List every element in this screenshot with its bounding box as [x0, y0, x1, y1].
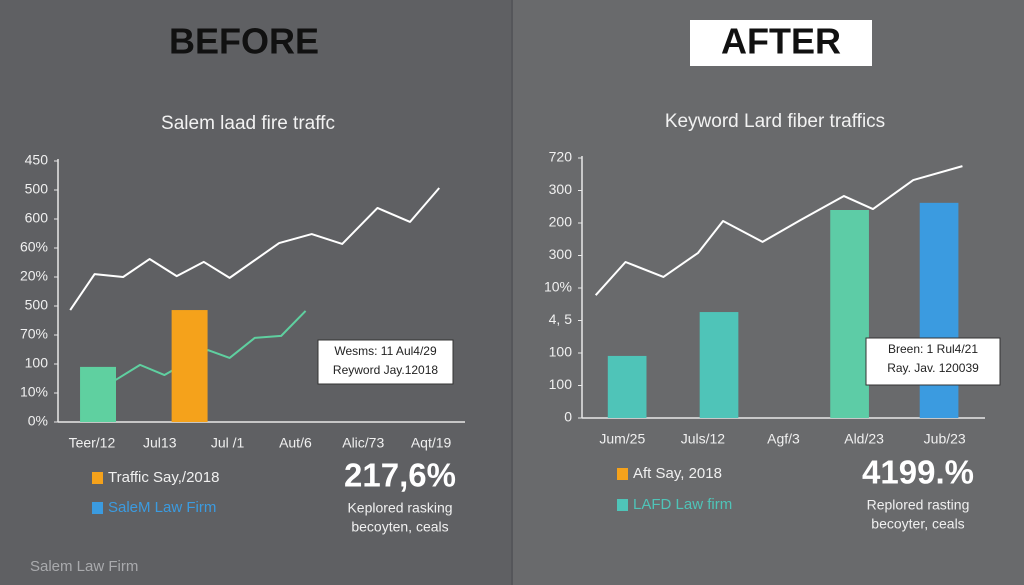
x-tick-label: Teer/12 [69, 435, 116, 451]
after-heading: AFTER [721, 21, 841, 62]
x-tick-label: Aut/6 [279, 435, 312, 451]
stat-caption: Keplored rasking [347, 500, 452, 516]
legend-label: LAFD Law firm [633, 496, 732, 513]
footer: Salem Law Firm [30, 558, 138, 575]
x-tick-label: Agf/3 [767, 431, 800, 447]
y-tick-label: 0 [564, 409, 572, 425]
chart-title: Salem laad fire traffc [161, 113, 335, 134]
x-tick-label: Jul /1 [211, 435, 245, 451]
legend-swatch [617, 499, 628, 511]
x-tick-label: Alic/73 [342, 435, 384, 451]
y-tick-label: 60% [20, 239, 48, 255]
annotation-text: Breen: 1 Rul4/21 [888, 342, 978, 356]
y-tick-label: 450 [25, 152, 49, 168]
y-tick-label: 500 [25, 297, 49, 313]
x-tick-label: Aqt/19 [411, 435, 452, 451]
y-tick-label: 720 [549, 149, 573, 165]
annotation-box [865, 337, 1001, 386]
legend-label: SaleM Law Firm [108, 499, 216, 516]
bar [830, 210, 869, 418]
bar [607, 355, 647, 418]
annotation-box [317, 339, 454, 385]
x-tick-label: Jum/25 [599, 431, 645, 447]
annotation-text: Ray. Jav. 120039 [887, 361, 979, 375]
y-tick-label: 100 [549, 344, 573, 360]
line [594, 165, 963, 296]
annotation-text: Wesms: 11 Aul4/29 [334, 344, 437, 358]
y-tick-label: 20% [20, 268, 48, 284]
y-tick-label: 4, 5 [549, 311, 573, 327]
x-tick-label: Juls/12 [681, 431, 726, 447]
y-tick-label: 600 [25, 210, 49, 226]
x-tick-label: Jul13 [143, 435, 177, 451]
y-tick-label: 70% [20, 326, 48, 342]
stat-caption: becoyter, ceals [871, 516, 964, 532]
bar [699, 312, 739, 418]
y-tick-label: 200 [549, 214, 573, 230]
legend-label: Aft Say, 2018 [633, 465, 722, 482]
stat-caption: Replored rasting [867, 497, 970, 513]
y-tick-label: 100 [25, 355, 49, 371]
y-tick-label: 10% [544, 279, 572, 295]
annotation-text: Reyword Jay.12018 [333, 363, 438, 377]
y-tick-label: 500 [25, 181, 49, 197]
chart-title: Keyword Lard fiber traffics [665, 111, 885, 132]
bar [171, 310, 208, 422]
y-tick-label: 10% [20, 384, 48, 400]
stat-caption: becoyten, ceals [351, 519, 448, 535]
bar [80, 366, 116, 422]
legend-swatch [617, 468, 628, 480]
y-tick-label: 100 [549, 376, 573, 392]
legend-swatch [92, 472, 103, 484]
stat: 4199.% [862, 454, 974, 491]
y-tick-label: 300 [549, 181, 573, 197]
x-tick-label: Jub/23 [924, 431, 966, 447]
stat: 217,6% [344, 457, 456, 494]
legend-swatch [92, 502, 103, 514]
y-tick-label: 0% [28, 413, 48, 429]
line [69, 187, 440, 311]
y-tick-label: 300 [549, 246, 573, 262]
line [115, 310, 307, 381]
legend-label: Traffic Say,/2018 [108, 469, 219, 486]
after-heading-box [690, 20, 872, 66]
before-heading: BEFORE [169, 21, 319, 62]
before-panel [0, 0, 512, 585]
x-tick-label: Ald/23 [844, 431, 884, 447]
bar [919, 202, 959, 418]
